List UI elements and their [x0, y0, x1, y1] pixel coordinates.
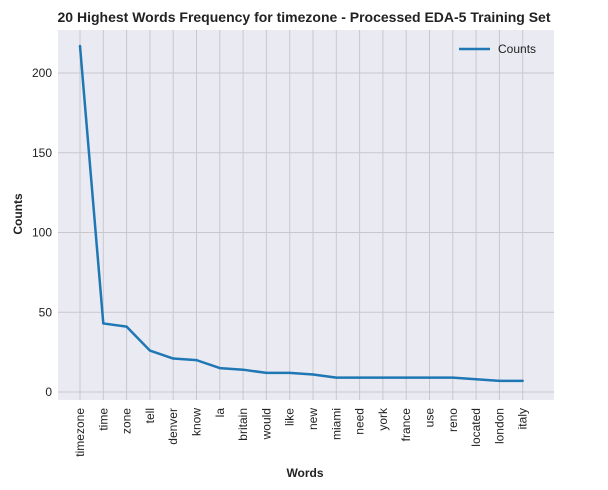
legend-label: Counts	[498, 42, 536, 56]
x-tick-label: new	[306, 408, 320, 430]
y-tick-label: 0	[45, 385, 52, 399]
data-point	[218, 366, 221, 370]
x-tick-label: london	[492, 408, 506, 444]
x-tick-label: britain	[236, 408, 250, 441]
data-point	[195, 358, 198, 362]
data-point	[521, 379, 524, 383]
data-point	[451, 376, 454, 379]
data-point	[428, 376, 431, 379]
data-point	[172, 357, 175, 360]
x-tick-label: miami	[329, 408, 343, 440]
x-tick-label: like	[283, 408, 297, 426]
data-point	[405, 376, 408, 379]
y-tick-label: 200	[32, 66, 52, 80]
x-tick-label: time	[96, 408, 110, 431]
x-tick-label: use	[423, 408, 437, 428]
data-point	[265, 371, 268, 375]
data-point	[474, 378, 478, 381]
x-axis-label: Words	[286, 466, 323, 480]
data-point	[335, 376, 338, 379]
legend: Counts	[459, 42, 536, 56]
x-tick-label: zone	[120, 408, 134, 434]
data-point	[381, 376, 385, 379]
x-tick-label: timezone	[73, 408, 87, 457]
x-tick-label: would	[259, 408, 273, 440]
x-tick-label: know	[190, 408, 204, 436]
series-line	[78, 45, 523, 383]
x-tick-label: reno	[446, 408, 460, 432]
x-tick-label: la	[213, 408, 227, 418]
x-tick-label: italy	[516, 408, 530, 429]
y-tick-label: 50	[39, 305, 53, 319]
data-point	[498, 379, 501, 383]
y-tick-label: 150	[32, 146, 52, 160]
x-tick-label: denver	[166, 408, 180, 445]
y-axis-label: Counts	[11, 193, 25, 235]
data-point	[288, 371, 291, 375]
x-tick-label: located	[469, 408, 483, 447]
data-point	[125, 325, 128, 328]
data-point	[311, 373, 315, 376]
y-tick-label: 100	[32, 226, 52, 240]
plot-background	[58, 30, 554, 400]
data-point	[148, 349, 152, 352]
x-tick-label: need	[353, 408, 367, 435]
x-tick-label: york	[376, 407, 390, 431]
chart-title: 20 Highest Words Frequency for timezone …	[58, 9, 551, 25]
x-tick-label: tell	[143, 408, 157, 423]
data-point	[358, 376, 361, 379]
data-point	[102, 322, 105, 325]
data-point	[241, 368, 245, 371]
x-tick-label: france	[399, 408, 413, 442]
data-point	[78, 44, 82, 48]
